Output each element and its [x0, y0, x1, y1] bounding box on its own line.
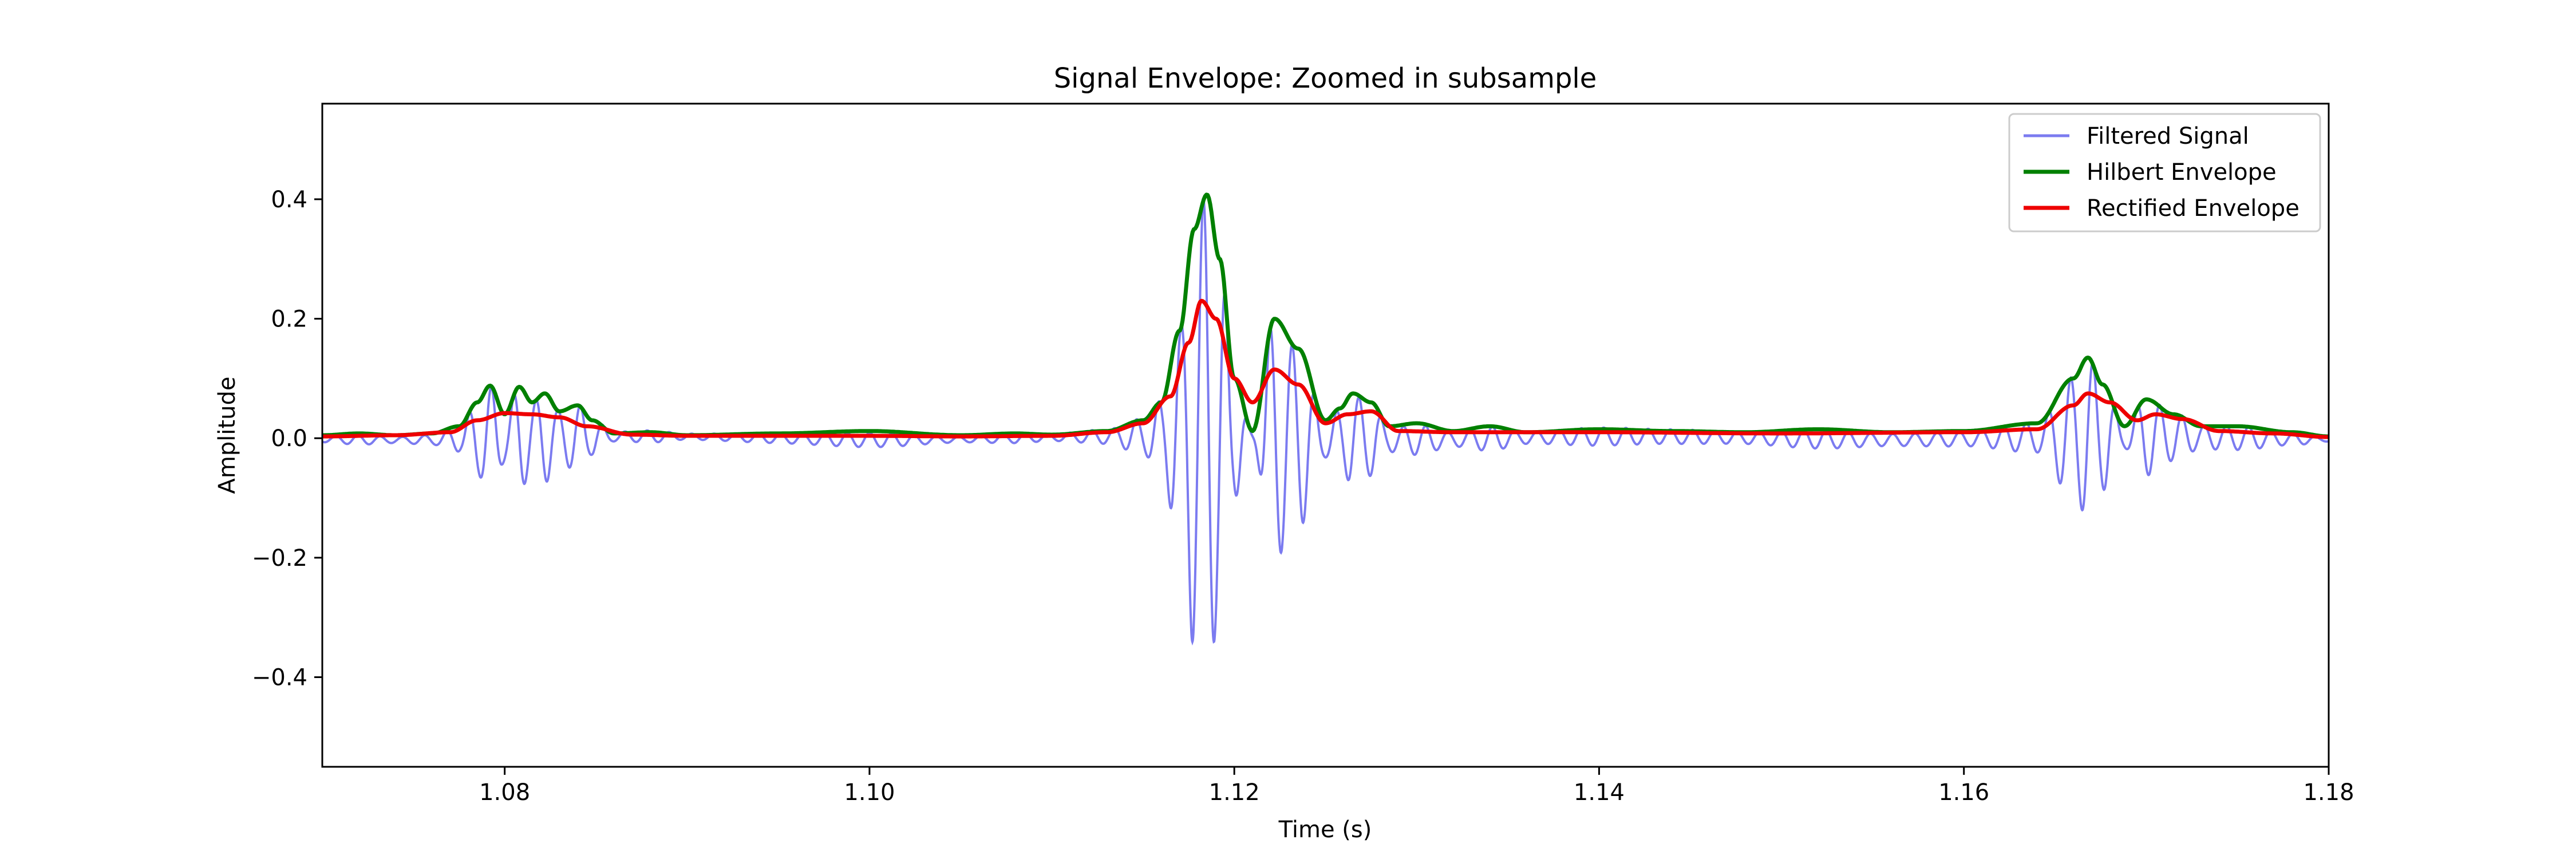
x-tick-label: 1.18 — [2303, 779, 2354, 806]
legend-label: Hilbert Envelope — [2087, 159, 2277, 186]
x-tick-label: 1.16 — [1938, 779, 1989, 806]
y-tick-label: 0.4 — [271, 187, 307, 213]
legend-label: Rectified Envelope — [2087, 195, 2300, 222]
chart-title: Signal Envelope: Zoomed in subsample — [1054, 62, 1597, 94]
y-tick-label: −0.2 — [252, 545, 307, 572]
series-line-hilbert-envelope — [322, 192, 2329, 439]
plot-frame — [321, 103, 2330, 768]
x-tick-label: 1.10 — [844, 779, 895, 806]
y-axis-label: Amplitude — [214, 377, 240, 494]
y-tick-label: −0.4 — [252, 665, 307, 691]
x-tick-label: 1.08 — [479, 779, 530, 806]
x-tick-label: 1.14 — [1574, 779, 1625, 806]
y-tick-label: 0.0 — [271, 425, 307, 452]
y-tick-label: 0.2 — [271, 306, 307, 333]
x-axis-label: Time (s) — [1278, 817, 1372, 843]
series-line-rectified-envelope — [322, 298, 2329, 439]
legend-label: Filtered Signal — [2087, 123, 2249, 149]
legend-box — [2008, 113, 2321, 233]
x-tick-label: 1.12 — [1209, 779, 1260, 806]
series-line-filtered-signal — [322, 195, 2329, 646]
